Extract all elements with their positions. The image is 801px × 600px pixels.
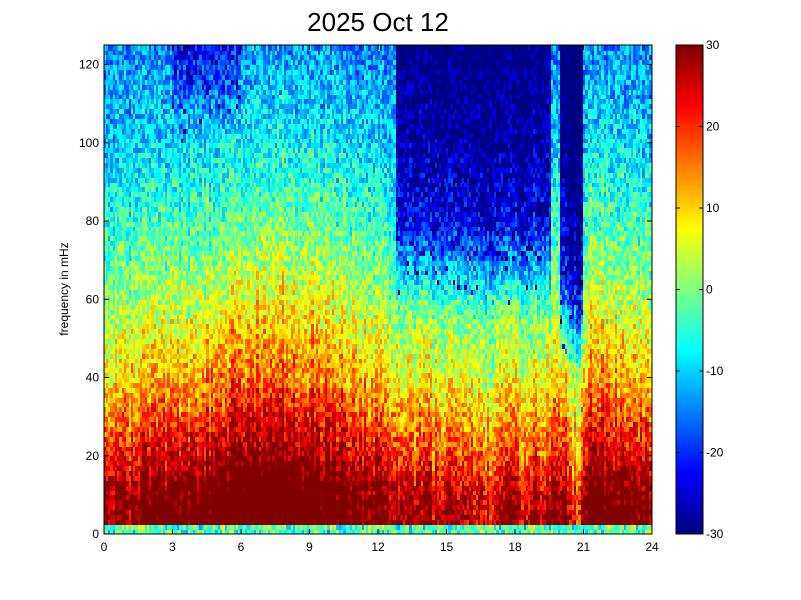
x-tick-label: 18 bbox=[508, 540, 522, 554]
y-tick-label: 40 bbox=[86, 371, 100, 385]
colorbar-tick-label: 10 bbox=[706, 201, 720, 215]
x-tick-label: 0 bbox=[101, 540, 108, 554]
y-axis: 0 20 40 60 80 100 120 bbox=[79, 58, 652, 541]
y-tick-label: 80 bbox=[86, 214, 100, 228]
x-tick-label: 3 bbox=[169, 540, 176, 554]
x-axis: 0 3 6 9 12 15 18 21 24 bbox=[101, 45, 659, 554]
colorbar-tick-label: -30 bbox=[706, 527, 724, 541]
x-tick-label: 21 bbox=[577, 540, 591, 554]
colorbar-gradient bbox=[676, 45, 703, 534]
y-tick-label: 60 bbox=[86, 292, 100, 306]
heatmap-container bbox=[104, 45, 652, 534]
colorbar-tick-label: 0 bbox=[706, 283, 713, 297]
y-tick-label: 20 bbox=[86, 449, 100, 463]
colorbar-tick-label: -10 bbox=[706, 364, 724, 378]
colorbar-tick-label: 20 bbox=[706, 120, 720, 134]
colorbar: -30 -20 -10 0 10 20 30 bbox=[675, 38, 724, 541]
x-tick-label: 24 bbox=[645, 540, 659, 554]
plot-area: 0 3 6 9 12 15 18 21 24 0 20 40 60 80 100 120 bbox=[79, 44, 659, 554]
y-tick-label: 100 bbox=[79, 136, 99, 150]
x-tick-label: 6 bbox=[238, 540, 245, 554]
x-tick-label: 12 bbox=[371, 540, 385, 554]
x-tick-label: 15 bbox=[440, 540, 454, 554]
x-tick-label: 9 bbox=[306, 540, 313, 554]
colorbar-tick-label: -20 bbox=[706, 446, 724, 460]
colorbar-gradient-container bbox=[676, 45, 703, 534]
colorbar-tick-label: 30 bbox=[706, 38, 720, 52]
y-axis-label: frequency in mHz bbox=[57, 242, 71, 335]
y-tick-label: 0 bbox=[92, 527, 99, 541]
heatmap-cells bbox=[104, 45, 652, 534]
colorbar-axis: -30 -20 -10 0 10 20 30 bbox=[676, 38, 724, 541]
y-tick-label: 120 bbox=[79, 58, 99, 72]
chart-title: 2025 Oct 12 bbox=[307, 7, 449, 37]
